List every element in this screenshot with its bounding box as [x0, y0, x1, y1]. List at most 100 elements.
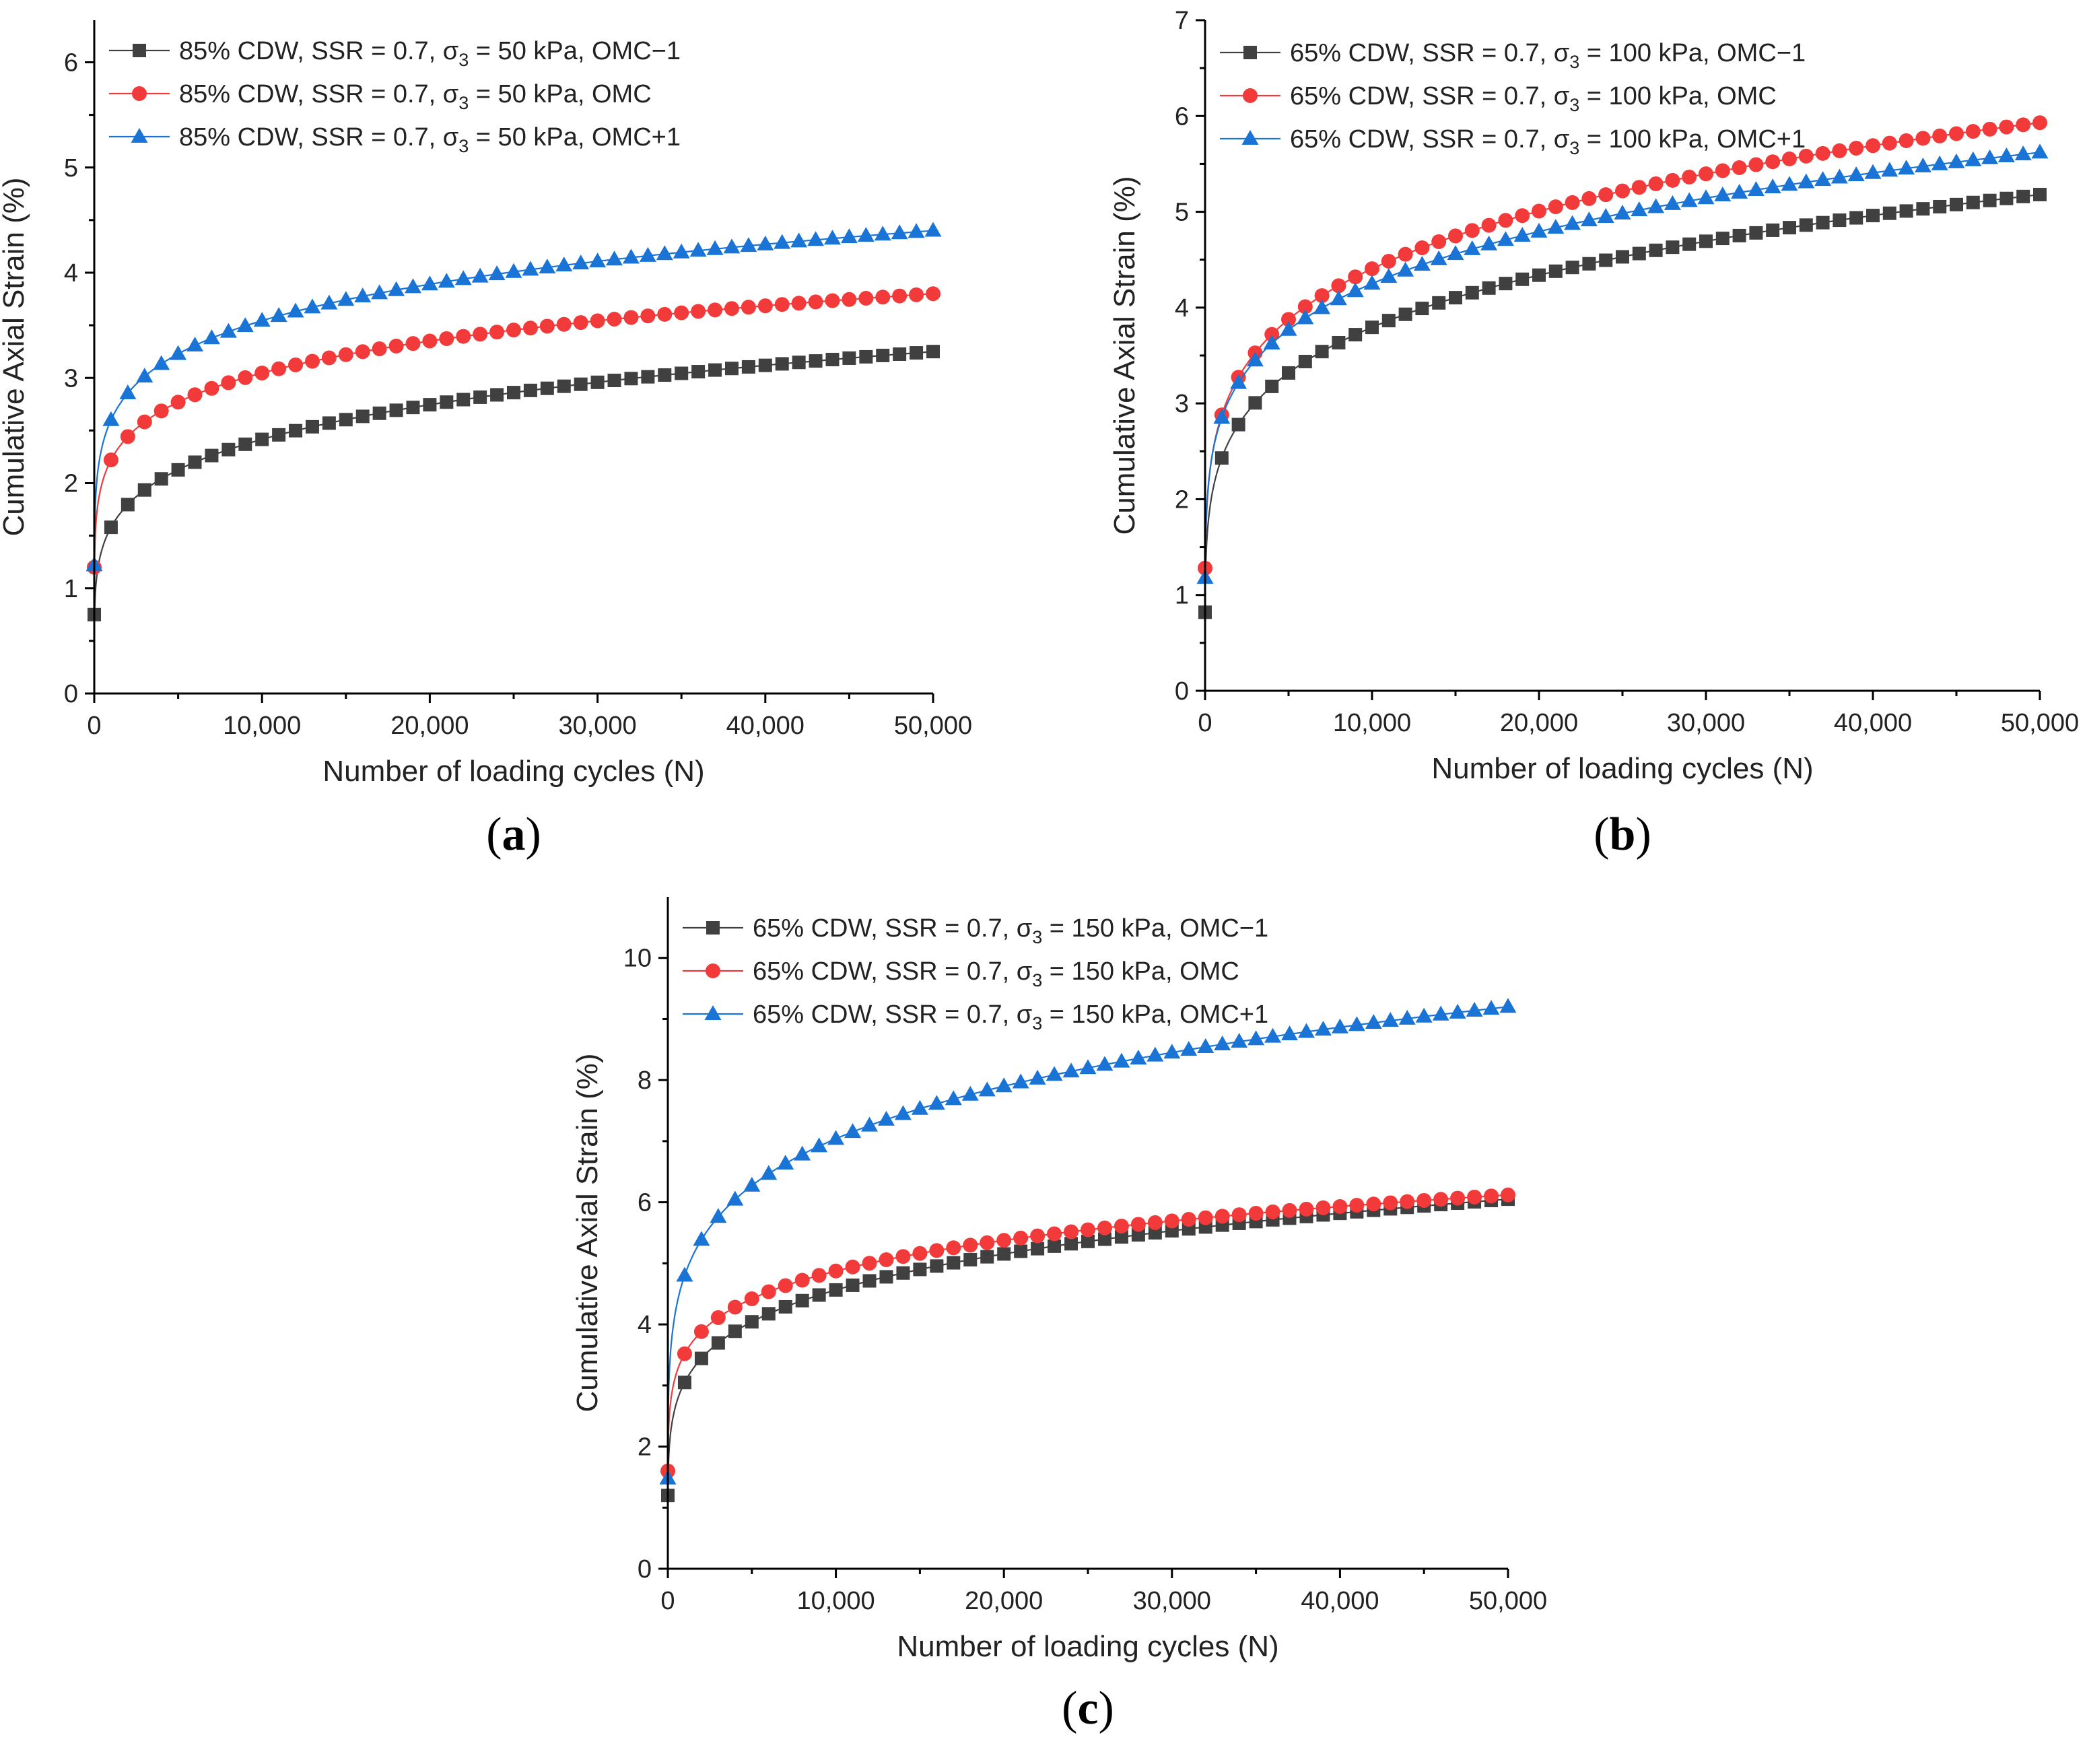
data-point	[874, 226, 891, 241]
data-point	[794, 1273, 810, 1288]
data-point	[1231, 1207, 1247, 1223]
data-point	[1914, 158, 1931, 173]
axes	[1204, 20, 2040, 692]
data-point	[205, 448, 219, 463]
data-point	[1532, 203, 1546, 219]
data-point	[1864, 164, 1882, 179]
data-point	[809, 354, 823, 368]
data-point	[1213, 409, 1231, 424]
data-point	[1532, 268, 1546, 282]
y-axis-title: Cumulative Axial Strain (%)	[571, 1053, 604, 1412]
x-tick-label: 30,000	[1667, 709, 1745, 737]
data-point	[689, 242, 707, 257]
data-point	[607, 374, 621, 388]
data-point	[1965, 124, 1981, 139]
data-point	[1898, 160, 1915, 175]
data-point	[1580, 211, 1598, 227]
data-point	[371, 284, 388, 300]
data-point	[606, 250, 623, 266]
x-tick-label: 30,000	[1133, 1587, 1211, 1615]
data-point	[845, 1259, 860, 1275]
data-point	[1299, 1201, 1314, 1217]
data-point	[1847, 166, 1865, 182]
data-point	[1932, 128, 1948, 143]
data-point	[761, 1307, 776, 1321]
series-markers-3	[1196, 143, 2049, 584]
data-point	[1665, 172, 1680, 188]
y-tick-label: 5	[1175, 199, 1189, 227]
x-tick-label: 0	[87, 712, 101, 740]
data-point	[1615, 183, 1630, 199]
data-point	[1832, 143, 1847, 158]
data-point	[1881, 162, 1898, 177]
data-point	[1616, 250, 1629, 264]
data-point	[711, 1336, 725, 1350]
data-point	[103, 452, 118, 468]
data-point	[1297, 299, 1313, 314]
data-point	[1747, 180, 1765, 196]
data-point	[708, 363, 722, 377]
data-point	[1383, 1195, 1398, 1211]
data-point	[980, 1250, 994, 1264]
data-point	[876, 348, 890, 362]
data-point	[1263, 335, 1280, 350]
data-point	[2016, 189, 2030, 203]
x-tick-label: 20,000	[965, 1587, 1043, 1615]
data-point	[811, 1268, 827, 1283]
data-point	[946, 1240, 961, 1256]
data-point	[119, 384, 137, 400]
data-point	[1715, 232, 1730, 246]
y-tick-label: 0	[64, 680, 78, 708]
y-tick-label: 6	[638, 1189, 652, 1217]
chart-panel-c: 0 10,000 20,000 30,000 40,000 50,000 0 2 4 6 8 10 Nu…	[571, 897, 1547, 1734]
data-point	[1415, 1007, 1433, 1023]
data-point	[1732, 228, 1746, 242]
data-point	[1480, 235, 1498, 250]
data-point	[1899, 204, 1913, 218]
y-tick-label: 2	[64, 470, 78, 498]
data-point	[1180, 1041, 1198, 1056]
data-point	[691, 365, 706, 379]
data-point	[238, 370, 253, 385]
data-point	[1447, 245, 1464, 261]
data-point	[271, 361, 287, 376]
data-point	[1197, 1038, 1214, 1054]
data-point	[1381, 314, 1396, 328]
chart-panel-b: 0 10,000 20,000 30,000 40,000 50,000 0 1 2 3 4 5 6 7 N…	[1108, 7, 2079, 860]
data-point	[219, 323, 237, 338]
data-point	[354, 287, 372, 303]
data-point	[1798, 148, 1814, 164]
data-point	[1231, 417, 1245, 432]
data-point	[253, 312, 271, 327]
data-point	[1282, 1202, 1297, 1218]
data-point	[388, 281, 405, 296]
data-point	[693, 1231, 710, 1246]
data-point	[829, 1283, 843, 1297]
data-point	[691, 304, 706, 319]
x-tick-label: 50,000	[894, 712, 972, 740]
legend-label: 85% CDW, SSR = 0.7, σ3 = 50 kPa, OMC	[179, 80, 652, 113]
data-point	[846, 1278, 860, 1292]
data-point	[807, 231, 825, 246]
data-point	[879, 1252, 894, 1268]
legend-marker	[704, 1005, 722, 1020]
data-point	[1999, 191, 2014, 205]
y-tick-label: 1	[64, 575, 78, 603]
series-markers-2	[87, 286, 940, 575]
data-point	[744, 1291, 759, 1307]
data-point	[555, 257, 573, 272]
data-point	[794, 1145, 811, 1161]
y-axis-title: Cumulative Axial Strain (%)	[0, 177, 30, 536]
data-point	[1433, 1192, 1449, 1207]
y-tick-label: 5	[64, 154, 78, 182]
data-point	[1416, 1192, 1432, 1208]
data-point	[706, 240, 724, 255]
y-tick-label: 8	[638, 1066, 652, 1095]
series-markers-1	[661, 1192, 1515, 1503]
data-point	[1731, 183, 1748, 199]
data-point	[1363, 275, 1381, 290]
data-point	[1047, 1226, 1062, 1242]
data-point	[1765, 154, 1781, 170]
data-point	[858, 291, 874, 306]
data-point	[1948, 153, 1965, 168]
